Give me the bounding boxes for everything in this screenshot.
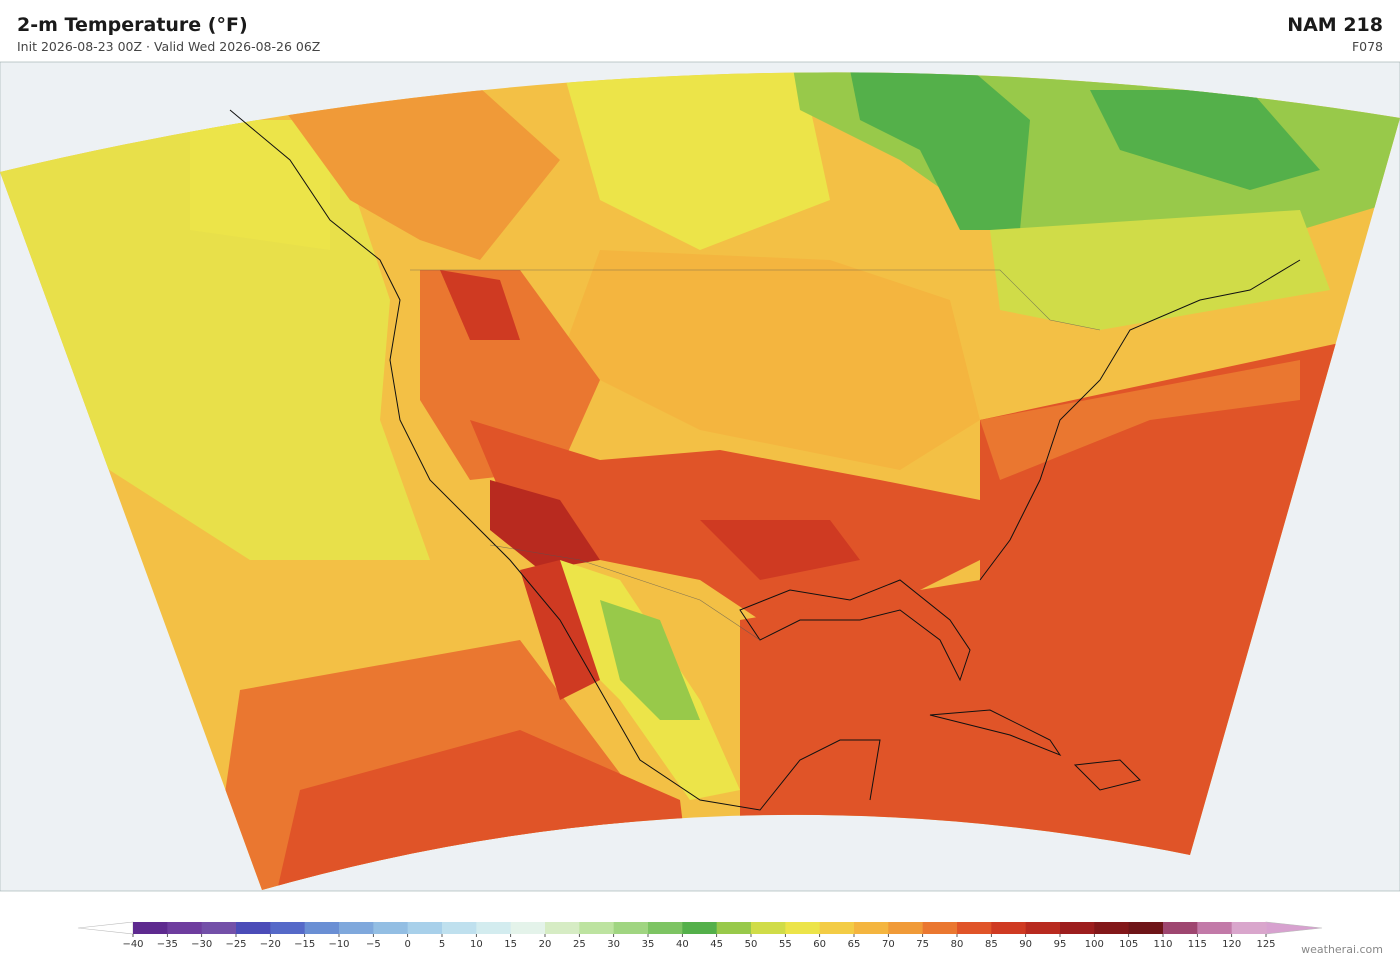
color-bin [476, 922, 512, 934]
color-bin [819, 922, 855, 934]
color-bin [785, 922, 821, 934]
colorbar-tick-label: 80 [951, 939, 964, 950]
colorbar-tick-label: 25 [573, 939, 586, 950]
forecast-hour: F078 [1351, 39, 1383, 54]
color-bin [201, 922, 237, 934]
colorbar-tick-label: 55 [779, 939, 792, 950]
color-bin [304, 922, 340, 934]
colorbar-tick-label: 10 [470, 939, 483, 950]
colorbar-tick-label: −30 [191, 939, 212, 950]
color-bin [1025, 922, 1061, 934]
color-bin [1128, 922, 1164, 934]
colorbar-tick-label: −10 [328, 939, 349, 950]
colorbar-tick-label: 20 [539, 939, 552, 950]
colorbar-tick-label: 5 [439, 939, 445, 950]
borders [410, 269, 1101, 641]
color-bin [270, 922, 306, 934]
colorbar-tick-label: 40 [676, 939, 689, 950]
colorbar-tick-label: −20 [260, 939, 281, 950]
map-subtitle: Init 2026-08-23 00Z · Valid Wed 2026-08-… [17, 39, 321, 54]
colorbar-tick-label: 120 [1222, 939, 1241, 950]
color-bin [442, 922, 477, 934]
credit: weatherai.com [1301, 943, 1383, 956]
colorbar-tick-label: 65 [848, 939, 861, 950]
color-bin [648, 922, 683, 934]
colorbar-tick-label: 95 [1054, 939, 1067, 950]
colorbar-tick-label: −5 [366, 939, 381, 950]
color-bin [1060, 922, 1095, 934]
colorbar-tick-label: 100 [1085, 939, 1104, 950]
colorbar-tick-label: 35 [642, 939, 655, 950]
color-bin [991, 922, 1027, 934]
colorbar-tick-label: 15 [504, 939, 517, 950]
colorbar-tick-label: 75 [916, 939, 929, 950]
colorbar-under [77, 921, 134, 935]
color-bin [407, 922, 443, 934]
colorbar-tick-label: 60 [813, 939, 826, 950]
color-bin [854, 922, 889, 934]
color-bin [510, 922, 546, 934]
map-title: 2-m Temperature (°F) [17, 14, 248, 36]
color-bin [133, 922, 168, 934]
color-bin [613, 922, 649, 934]
colorbar-tick-label: 70 [882, 939, 895, 950]
colorbar-tick-label: 125 [1256, 939, 1275, 950]
color-bin [236, 922, 271, 934]
colorbar-tick-label: 30 [607, 939, 620, 950]
color-bin [751, 922, 786, 934]
colorbar-tick-label: 50 [745, 939, 758, 950]
colorbar-tick-label: 90 [1019, 939, 1032, 950]
colorbar-tick-label: 105 [1119, 939, 1138, 950]
colorbar-tick-label: −15 [294, 939, 315, 950]
color-bin [339, 922, 374, 934]
colorbar-tick-label: 85 [985, 939, 998, 950]
colorbar-tick-label: 115 [1188, 939, 1207, 950]
color-bin [888, 922, 924, 934]
model-name: NAM 218 [1287, 14, 1383, 36]
color-bin [716, 922, 752, 934]
color-bin [1197, 922, 1233, 934]
color-bin [957, 922, 992, 934]
color-bin [579, 922, 615, 934]
colorbar-tick-label: −35 [157, 939, 178, 950]
color-bin [682, 922, 718, 934]
color-bin [545, 922, 580, 934]
color-bin [1163, 922, 1198, 934]
colorbar-tick-label: 0 [404, 939, 410, 950]
colorbar-tick-label: −40 [122, 939, 143, 950]
color-bin [167, 922, 203, 934]
color-bin [922, 922, 958, 934]
color-bin [373, 922, 409, 934]
colorbar-tick-label: 110 [1153, 939, 1172, 950]
colorbar-tick-label: −25 [225, 939, 246, 950]
color-bin [1231, 922, 1267, 934]
color-bin [1094, 922, 1130, 934]
colorbar-tick-label: 45 [710, 939, 723, 950]
colorbar-over [1265, 921, 1323, 935]
coastlines [229, 109, 1301, 811]
